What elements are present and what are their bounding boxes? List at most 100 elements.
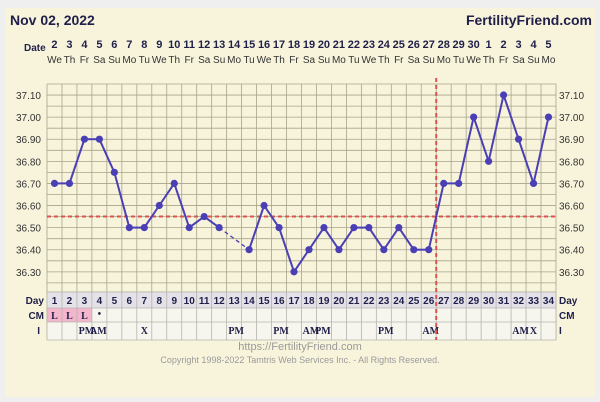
temperature-point — [65, 179, 74, 187]
day-cell: 25 — [408, 296, 420, 307]
weekday-cell: Fr — [394, 55, 404, 66]
temperature-point — [80, 135, 89, 143]
temperature-point — [514, 135, 523, 143]
weekday-cell: Th — [64, 55, 76, 66]
weekday-cell: Fr — [289, 55, 299, 66]
day-cell: 16 — [273, 296, 285, 307]
day-label-right: Day — [559, 296, 578, 307]
date-cell: 10 — [168, 39, 180, 51]
temperature-point — [380, 246, 388, 254]
date-cell: 4 — [530, 39, 537, 51]
intercourse-cell: PM — [315, 326, 331, 337]
temperature-point — [185, 224, 193, 232]
weekday-cell: Sa — [512, 55, 525, 66]
day-cell: 13 — [229, 296, 241, 307]
day-cell: 23 — [378, 296, 390, 307]
weekday-cell: Su — [527, 55, 539, 66]
temperature-segment — [323, 227, 340, 251]
y-tick-right: 36.70 — [559, 179, 584, 190]
day-cell: 11 — [199, 296, 210, 307]
temperature-segment — [338, 227, 355, 251]
temperature-point — [350, 224, 358, 232]
temperature-segment — [308, 227, 325, 251]
menstruation-cell — [76, 308, 92, 322]
y-tick-right: 36.90 — [559, 135, 584, 146]
date-cell: 25 — [393, 39, 405, 51]
day-cell: 34 — [543, 296, 555, 307]
temperature-point — [50, 179, 59, 187]
cm-cell: L — [51, 311, 58, 322]
date-cell: 3 — [66, 39, 72, 51]
i-label-right: I — [559, 326, 562, 337]
weekday-cell: Su — [318, 55, 330, 66]
date-cell: 19 — [303, 39, 315, 51]
weekday-cell: Fr — [80, 55, 90, 66]
day-cell: 14 — [244, 296, 256, 307]
intercourse-cell: PM — [273, 326, 289, 337]
temperature-segment — [368, 227, 385, 251]
day-cell: 17 — [288, 296, 300, 307]
weekday-cell: Tu — [348, 55, 359, 66]
weekday-cell: Mo — [542, 55, 556, 66]
brand-name: FertilityFriend.com — [465, 12, 592, 28]
chart-date-title: Nov 02, 2022 — [10, 12, 95, 28]
temperature-segment — [68, 138, 86, 184]
date-cell: 28 — [438, 39, 450, 51]
intercourse-cell: PM — [228, 326, 244, 337]
weekday-cell: Mo — [437, 55, 451, 66]
weekday-cell: Sa — [198, 55, 211, 66]
date-cell: 1 — [486, 39, 492, 51]
weekday-cell: Su — [213, 55, 225, 66]
day-cell: 28 — [453, 296, 465, 307]
temperature-segment — [382, 227, 400, 251]
y-tick-left: 36.50 — [16, 224, 41, 235]
date-cell: 26 — [408, 39, 420, 51]
day-cell: 2 — [67, 296, 73, 307]
temperature-point — [320, 224, 328, 232]
temperature-segment — [98, 138, 116, 173]
temperature-point — [499, 91, 508, 99]
weekday-cell: Tu — [139, 55, 150, 66]
date-cell: 2 — [501, 39, 507, 51]
weekday-cell: We — [466, 55, 481, 66]
day-cell: 33 — [528, 296, 540, 307]
intercourse-cell: X — [141, 326, 149, 337]
day-cell: 21 — [348, 296, 360, 307]
weekday-cell: Th — [483, 55, 495, 66]
day-cell: 7 — [142, 296, 148, 307]
date-cell: 22 — [348, 39, 360, 51]
date-label: Date — [24, 43, 46, 54]
temperature-segment — [173, 183, 191, 228]
date-cell: 9 — [156, 39, 162, 51]
temperature-point — [305, 246, 313, 254]
weekday-cell: Fr — [499, 55, 509, 66]
date-cell: 11 — [183, 39, 195, 51]
temperature-point — [290, 268, 298, 276]
temperature-point — [200, 212, 208, 221]
temperature-point — [125, 224, 133, 232]
day-cell: 29 — [468, 296, 480, 307]
date-cell: 5 — [545, 39, 551, 51]
temperature-point — [155, 201, 163, 210]
temperature-point — [485, 157, 493, 165]
date-cell: 2 — [51, 39, 57, 51]
date-cell: 7 — [126, 39, 132, 51]
weekday-cell: We — [257, 55, 272, 66]
weekday-cell: Su — [108, 55, 120, 66]
day-cell: 9 — [171, 296, 177, 307]
y-tick-right: 37.10 — [559, 91, 584, 102]
day-cell: 18 — [303, 296, 315, 307]
date-cell: 13 — [213, 39, 225, 51]
day-cell: 19 — [318, 296, 330, 307]
day-cell: 1 — [52, 296, 58, 307]
date-cell: 21 — [333, 39, 345, 51]
day-cell: 26 — [423, 296, 435, 307]
day-cell: 31 — [498, 296, 510, 307]
temperature-point — [395, 224, 403, 232]
date-cell: 30 — [468, 39, 480, 51]
intercourse-cell: X — [530, 326, 538, 337]
temperature-point — [260, 201, 268, 210]
date-cell: 6 — [111, 39, 117, 51]
footer-url[interactable]: https://FertilityFriend.com — [238, 341, 362, 353]
temperature-point — [275, 224, 283, 232]
